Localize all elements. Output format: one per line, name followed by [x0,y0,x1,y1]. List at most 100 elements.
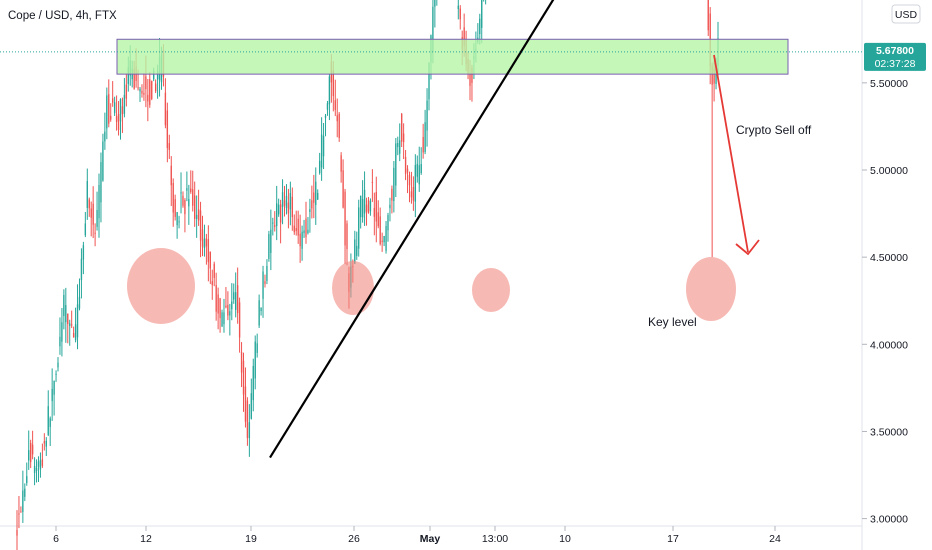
candle-body [291,196,294,218]
price-tick-label: 4.00000 [870,339,908,351]
candle-body [76,304,79,338]
candle-body [250,393,252,419]
candle-body [20,511,22,513]
price-axis[interactable]: 3.00000 3.50000 4.00000 4.50000 5.00000 5.500… [862,0,908,526]
candle-body [344,191,346,246]
last-price-tag [864,42,926,71]
candle-body [469,73,471,86]
candle-body [29,442,32,463]
candle-body [289,193,292,210]
price-tick-label: 4.50000 [870,252,908,264]
candle-body [713,68,715,84]
candle-body [147,94,149,102]
support-trendline[interactable] [269,0,712,459]
candle-body [328,76,331,105]
key-level-annotation[interactable]: Key level [648,315,697,329]
candle-body [395,143,397,186]
candle-body [82,245,85,260]
candle-body [293,225,295,233]
candle-body [100,162,102,203]
candle-body [399,140,401,154]
candle-body [391,188,393,201]
time-tick-label: 24 [769,533,781,545]
candle-body [164,92,167,126]
candle-body [22,490,24,512]
candle-body [199,210,202,241]
candle-body [309,209,311,213]
candle-body [326,103,329,110]
candle-body [127,67,129,84]
candle-body [248,422,251,439]
candle-body [471,68,473,83]
candle-body [235,292,237,310]
candle-body [301,231,303,249]
bar-countdown: 02:37:28 [875,58,916,70]
candle-body [361,199,364,218]
candle-body [252,366,254,401]
candle-body [359,195,362,218]
candle-body [186,188,188,191]
candle-body [166,110,169,149]
candle-body [332,70,335,97]
candle-body [305,218,307,238]
candle-body [479,18,481,35]
candle-body [324,115,327,118]
candle-body [194,195,196,219]
candle-body [297,218,299,236]
candle-body [37,461,40,467]
candle-body [98,184,100,219]
candle-body [317,192,319,200]
candle-body [277,204,280,215]
candle-body [53,380,55,395]
touch-ellipse-12 [127,248,195,324]
candle-body [59,336,61,347]
candle-body [387,215,389,231]
candle-body [24,488,26,497]
currency-button-label[interactable]: USD [895,9,918,21]
candle-body [434,0,436,7]
time-tick-label: 6 [53,533,59,545]
candle-body [156,70,159,80]
candle-body [426,100,428,131]
candle-body [481,0,483,28]
sell-off-arrow-shaft[interactable] [713,54,749,253]
candle-body [229,311,231,316]
time-axis[interactable]: 6 12 19 26 May 13:00 10 17 24 [53,526,781,545]
candle-body [92,203,94,225]
sell-off-annotation[interactable]: Crypto Sell off [736,123,812,137]
candle-body [369,200,372,212]
candle-body [266,265,268,281]
candle-body [258,300,260,326]
candles-layer [16,0,719,550]
candle-body [94,232,96,234]
candle-body [18,513,20,515]
candle-body [201,229,204,247]
candle-body [334,100,336,110]
candle-body [264,281,266,284]
time-tick-label: May [420,533,441,545]
time-tick-label: 17 [667,533,679,545]
candle-body [57,362,59,368]
symbol-title[interactable]: Cope / USD, 4h, FTX [8,10,117,22]
candle-body [404,156,407,174]
candle-body [393,167,395,201]
key-level-zone[interactable] [116,38,789,75]
currency-button[interactable] [891,4,921,24]
candle-body [367,200,370,214]
candle-body [188,199,190,207]
candle-body [215,285,217,312]
candle-body [244,386,247,422]
candle-body [336,115,338,122]
candle-body [414,165,417,202]
candle-body [711,65,713,85]
candle-body [338,113,340,138]
candle-body [272,222,274,224]
candle-body [313,192,315,203]
candle-body [31,444,34,455]
candle-body [238,302,241,338]
candle-body [276,203,278,227]
candle-body [139,88,141,92]
candle-body [457,5,459,10]
